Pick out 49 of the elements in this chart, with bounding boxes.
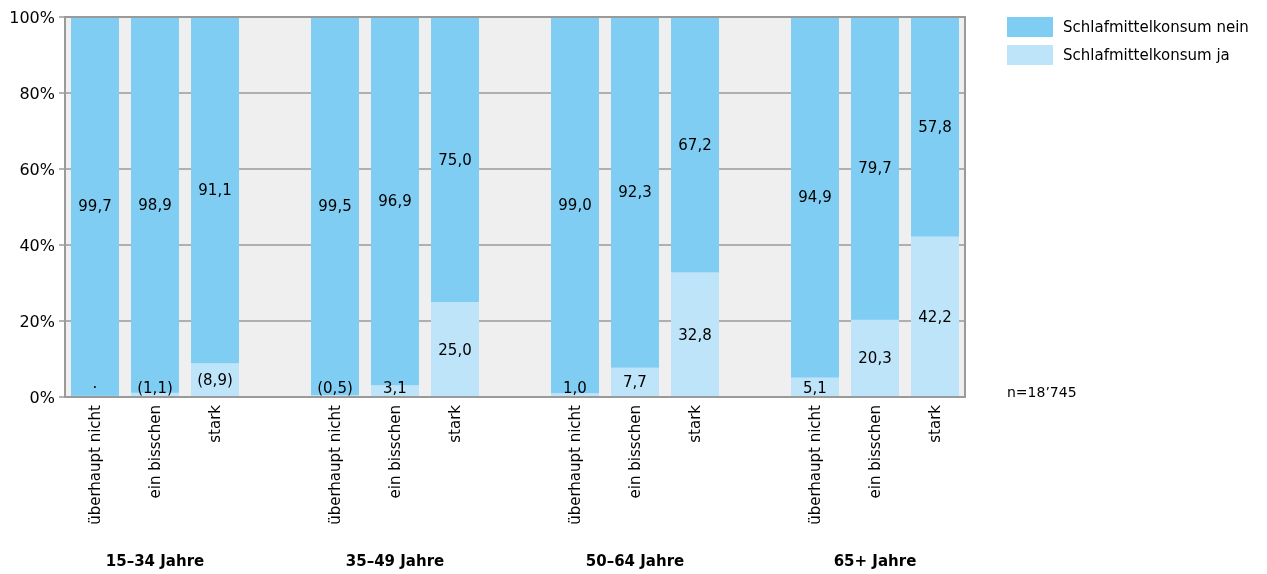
y-tick-label: 20% (19, 312, 55, 331)
data-label: 5,1 (803, 379, 827, 397)
x-tick-label: stark (206, 404, 224, 443)
x-tick-label: ein bisschen (626, 405, 644, 499)
data-label: (1,1) (137, 379, 173, 397)
x-tick-label: ein bisschen (146, 405, 164, 499)
legend-label: Schlafmittelkonsum nein (1063, 18, 1249, 36)
data-label: 67,2 (678, 135, 712, 154)
data-label: 25,0 (438, 340, 472, 359)
data-label: 99,0 (558, 196, 592, 215)
x-tick-label: überhaupt nicht (806, 404, 824, 525)
text: n=18’745 (1007, 384, 1077, 400)
text: 50–64 Jahre (585, 552, 685, 570)
data-label: · (92, 379, 98, 397)
x-tick-label: überhaupt nicht (566, 404, 584, 525)
data-label: 92,3 (618, 183, 652, 202)
text: 15–34 Jahre (105, 552, 205, 570)
data-label: 98,9 (138, 195, 172, 214)
text: 65+ Jahre (833, 552, 917, 570)
x-tick-label: stark (926, 404, 944, 443)
x-tick-label: ein bisschen (866, 405, 884, 499)
data-label: 32,8 (678, 325, 712, 344)
x-tick-label: überhaupt nicht (326, 404, 344, 525)
data-label: 91,1 (198, 181, 232, 200)
data-label: 79,7 (858, 159, 892, 178)
x-tick-label: überhaupt nicht (86, 404, 104, 525)
legend-label: Schlafmittelkonsum ja (1063, 46, 1230, 64)
x-tick-label: stark (446, 404, 464, 443)
data-label: 94,9 (798, 188, 832, 207)
data-label: (0,5) (317, 379, 353, 397)
y-tick-label: 60% (19, 160, 55, 179)
data-label: (8,9) (197, 371, 233, 390)
data-label: 3,1 (383, 379, 407, 397)
data-label: 1,0 (563, 379, 587, 397)
x-tick-label: ein bisschen (386, 405, 404, 499)
data-label: 7,7 (623, 373, 647, 392)
y-tick-label: 100% (9, 8, 55, 27)
data-label: 96,9 (378, 192, 412, 211)
y-tick-label: 0% (29, 388, 55, 407)
data-label: 99,5 (318, 197, 352, 216)
text: 35–49 Jahre (345, 552, 445, 570)
data-label: 57,8 (918, 117, 952, 136)
y-tick-label: 40% (19, 236, 55, 255)
data-label: 20,3 (858, 349, 892, 368)
data-label: 42,2 (918, 307, 952, 326)
data-label: 99,7 (78, 197, 112, 216)
data-label: 75,0 (438, 150, 472, 169)
x-tick-label: stark (686, 404, 704, 443)
y-tick-label: 80% (19, 84, 55, 103)
